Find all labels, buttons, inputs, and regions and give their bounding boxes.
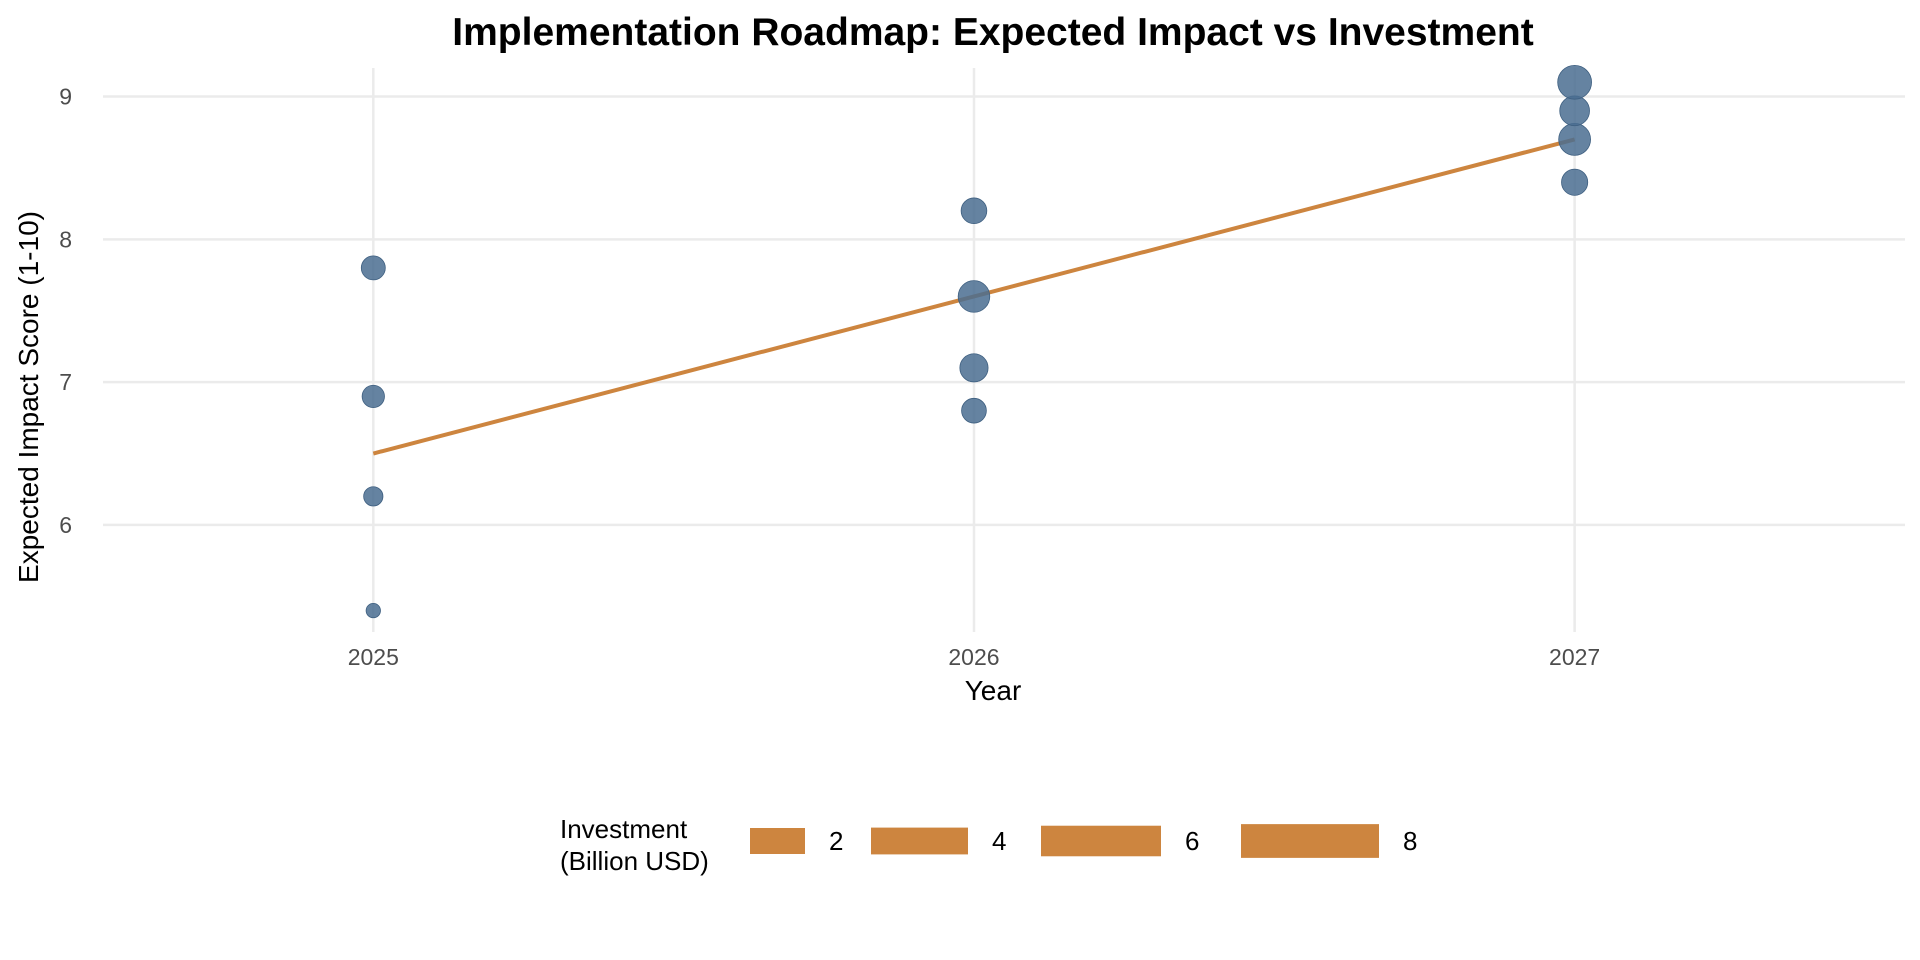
gridlines — [103, 68, 1905, 632]
y-axis-ticks: 6 7 8 9 — [59, 84, 72, 538]
legend: Investment (Billion USD) 2 4 6 8 — [560, 814, 1417, 876]
data-point — [1559, 95, 1590, 127]
data-point — [361, 384, 385, 408]
chart-title: Implementation Roadmap: Expected Impact … — [452, 11, 1533, 54]
data-point — [363, 486, 384, 507]
data-point — [1557, 64, 1592, 100]
data-point — [961, 397, 987, 424]
data-point — [365, 602, 381, 619]
data-point — [1558, 123, 1591, 156]
y-tick-label: 8 — [59, 226, 72, 252]
data-point — [960, 197, 988, 225]
data-point — [1561, 168, 1589, 196]
y-tick-label: 6 — [59, 512, 72, 538]
legend-key-swatch — [871, 827, 968, 855]
legend-keys: 2 4 6 8 — [750, 824, 1417, 858]
data-point — [959, 353, 989, 383]
data-points — [360, 64, 1592, 619]
legend-label: 2 — [829, 826, 843, 856]
x-axis-ticks: 2025 2026 2027 — [348, 644, 1601, 670]
legend-title-line1: Investment — [560, 814, 688, 844]
x-axis-title: Year — [965, 675, 1022, 706]
legend-label: 6 — [1185, 826, 1199, 856]
x-tick-label: 2026 — [948, 644, 999, 670]
legend-key-swatch — [1041, 825, 1161, 857]
x-tick-label: 2027 — [1549, 644, 1600, 670]
legend-label: 4 — [992, 826, 1006, 856]
legend-key-swatch — [750, 828, 805, 854]
legend-key-swatch — [1241, 824, 1379, 858]
legend-label: 8 — [1403, 826, 1417, 856]
data-point — [957, 280, 991, 313]
y-axis-title: Expected Impact Score (1-10) — [13, 211, 44, 583]
y-tick-label: 9 — [59, 84, 72, 110]
y-tick-label: 7 — [59, 369, 72, 395]
x-tick-label: 2025 — [348, 644, 399, 670]
legend-title-line2: (Billion USD) — [560, 846, 709, 876]
data-point — [360, 255, 386, 281]
